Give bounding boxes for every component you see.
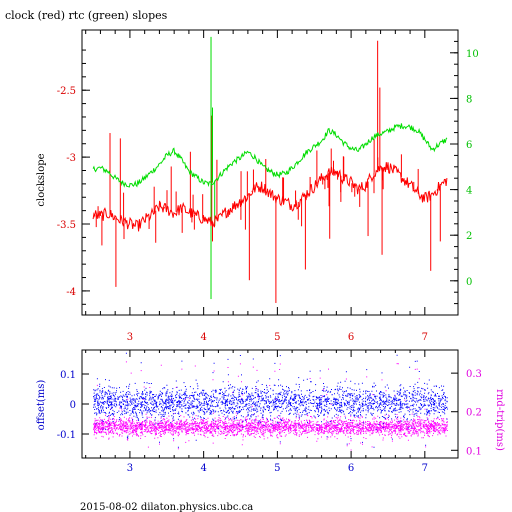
slope-y-tick-label: -3 — [66, 153, 76, 164]
slope-x-tick-label: 3 — [127, 332, 133, 343]
slope-y2-tick-label: 4 — [466, 186, 472, 197]
slope-y2-tick-label: 2 — [466, 231, 472, 242]
offset-x-tick-label: 4 — [200, 463, 206, 474]
offset-x-tick-label: 5 — [274, 463, 280, 474]
offset-y-tick-label: 0 — [70, 400, 76, 411]
offset-x-tick-label: 7 — [422, 463, 428, 474]
offset-scatter — [93, 352, 448, 451]
chart-title: clock (red) rtc (green) slopes — [5, 9, 168, 22]
slope-y-tick-label: -3.5 — [57, 220, 76, 231]
slope-x-tick-label: 7 — [422, 332, 428, 343]
offset-panel: 3 4 5 6 7 -0.1 0 0.1 0.1 0.2 0.3 offset(ms) rnd-tr… — [36, 349, 505, 474]
offset-x-tick-label: 3 — [127, 463, 133, 474]
offset-points — [93, 352, 448, 448]
slope-y2-tick-label: 10 — [466, 49, 479, 60]
slope-axis-ticks: 3 4 5 6 7 -4 -3.5 -3 -2.5 0 2 4 6 8 10 — [57, 29, 479, 343]
slope-y-tick-label: -2.5 — [57, 86, 76, 97]
clock-slope-line — [92, 162, 448, 232]
slope-x-tick-label: 5 — [274, 332, 280, 343]
slope-x-tick-label: 4 — [200, 332, 206, 343]
roundtrip-y-tick-label: 0.2 — [466, 408, 482, 419]
offset-y-axis-label: offset(ms) — [36, 380, 47, 431]
slope-series — [92, 123, 448, 232]
slope-y-tick-label: -4 — [66, 287, 76, 298]
slope-panel: 3 4 5 6 7 -4 -3.5 -3 -2.5 0 2 4 6 8 10 clockslope — [36, 29, 479, 343]
rtc-slope-line — [92, 123, 448, 188]
roundtrip-y-tick-label: 0.3 — [466, 369, 482, 380]
slope-y-axis-label: clockslope — [36, 153, 47, 206]
footer-caption: 2015-08-02 dilaton.physics.ubc.ca — [80, 502, 253, 512]
slope-y2-tick-label: 0 — [466, 277, 472, 288]
slope-y2-tick-label: 6 — [466, 140, 472, 151]
offset-y-tick-label: 0.1 — [60, 370, 76, 381]
slope-x-tick-label: 6 — [348, 332, 354, 343]
roundtrip-points — [93, 361, 448, 451]
offset-y-tick-label: -0.1 — [57, 430, 76, 441]
roundtrip-y-tick-label: 0.1 — [466, 446, 482, 457]
offset-axis-ticks: 3 4 5 6 7 -0.1 0 0.1 0.1 0.2 0.3 — [57, 350, 482, 474]
slope-plot-frame — [81, 29, 459, 316]
offset-x-tick-label: 6 — [348, 463, 354, 474]
roundtrip-y-axis-label: rnd-trip(ms) — [494, 389, 505, 451]
slope-y2-tick-label: 8 — [466, 94, 472, 105]
